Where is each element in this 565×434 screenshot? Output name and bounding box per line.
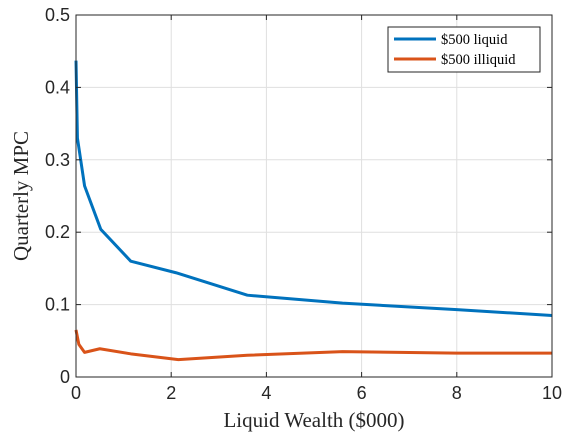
x-tick-label: 6 bbox=[357, 383, 367, 403]
y-tick-label: 0 bbox=[60, 367, 70, 387]
y-tick-label: 0.1 bbox=[45, 295, 70, 315]
plot-area bbox=[76, 15, 552, 377]
y-axis-label: Quarterly MPC bbox=[9, 131, 33, 261]
grid bbox=[75, 14, 553, 378]
x-axis-label: Liquid Wealth ($000) bbox=[223, 408, 404, 432]
y-tick-label: 0.2 bbox=[45, 222, 70, 242]
ticks: 0 2 4 6 8 10 0 0.1 0.2 0.3 0.4 0.5 bbox=[45, 5, 562, 403]
series-line-2 bbox=[74, 329, 552, 362]
x-tick-label: 4 bbox=[261, 383, 271, 403]
x-tick-label: 2 bbox=[166, 383, 176, 403]
series-line-1 bbox=[74, 60, 553, 317]
y-tick-label: 0.5 bbox=[45, 5, 70, 25]
legend-label-1: $500 liquid bbox=[441, 32, 508, 48]
y-tick-label: 0.4 bbox=[45, 77, 70, 97]
y-tick-label: 0.3 bbox=[45, 150, 70, 170]
x-tick-label: 8 bbox=[452, 383, 462, 403]
legend-box bbox=[387, 26, 541, 73]
plot-frame bbox=[75, 14, 553, 378]
legend-label-2: $500 illiquid bbox=[441, 52, 516, 68]
x-tick-label: 10 bbox=[542, 383, 562, 403]
series-layer bbox=[74, 60, 553, 362]
x-tick-label: 0 bbox=[71, 383, 81, 403]
legend: $500 liquid $500 illiquid bbox=[387, 26, 541, 73]
